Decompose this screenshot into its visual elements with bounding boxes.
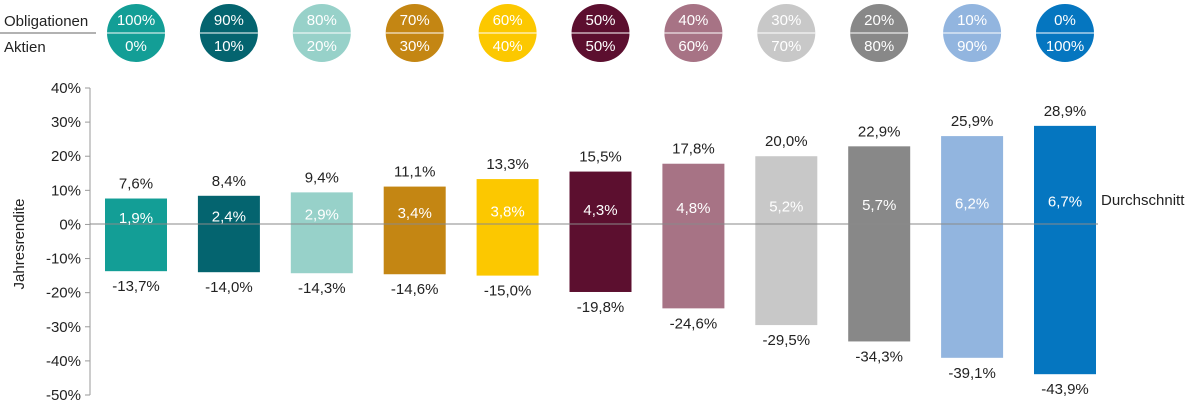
allocation-stocks-value: 70% xyxy=(771,38,801,55)
y-tick-label: -30% xyxy=(46,319,81,336)
value-labels: 7,6% 1,9% -13,7% 8,4% 2,4% -14,0% 9,4% 2,9% -14,… xyxy=(112,103,1089,398)
average-value-label: 2,9% xyxy=(305,207,339,224)
max-value-label: 25,9% xyxy=(951,113,994,130)
y-tick-label: 0% xyxy=(59,216,81,233)
average-value-label: 6,7% xyxy=(1048,194,1082,211)
max-value-label: 13,3% xyxy=(486,156,529,173)
max-value-label: 7,6% xyxy=(119,176,153,193)
min-value-label: -14,0% xyxy=(205,279,253,296)
bars-group xyxy=(105,125,1096,375)
max-value-label: 17,8% xyxy=(672,141,715,158)
y-tick-label: -50% xyxy=(46,387,81,404)
max-value-label: 28,9% xyxy=(1044,103,1087,120)
allocation-bonds-value: 50% xyxy=(585,12,615,29)
allocation-stocks-value: 60% xyxy=(678,38,708,55)
max-value-label: 8,4% xyxy=(212,173,246,190)
y-tick-label: -10% xyxy=(46,251,81,268)
allocation-bonds-value: 70% xyxy=(400,12,430,29)
max-value-label: 22,9% xyxy=(858,123,901,140)
y-tick-label: 30% xyxy=(51,114,81,131)
y-tick-label: 40% xyxy=(51,80,81,97)
range-bar xyxy=(1034,125,1096,375)
allocation-bonds-value: 80% xyxy=(307,12,337,29)
max-value-label: 9,4% xyxy=(305,169,339,186)
header-stocks-label: Aktien xyxy=(4,39,46,56)
range-bar xyxy=(290,192,353,274)
max-value-label: 15,5% xyxy=(579,149,622,166)
allocation-stocks-value: 0% xyxy=(125,38,147,55)
header-bonds-label: Obligationen xyxy=(4,13,88,30)
average-value-label: 3,4% xyxy=(398,205,432,222)
allocation-stocks-value: 100% xyxy=(1046,38,1084,55)
range-bar xyxy=(197,195,260,273)
average-value-label: 6,2% xyxy=(955,195,989,212)
min-value-label: -15,0% xyxy=(484,283,532,300)
range-bar xyxy=(755,156,818,326)
min-value-label: -29,5% xyxy=(763,332,811,349)
average-value-label: 2,4% xyxy=(212,208,246,225)
range-bar xyxy=(848,146,911,342)
allocation-bonds-value: 0% xyxy=(1054,12,1076,29)
allocation-bonds-value: 60% xyxy=(493,12,523,29)
range-bar xyxy=(383,186,446,275)
allocation-stocks-value: 20% xyxy=(307,38,337,55)
range-bar xyxy=(476,179,539,276)
average-value-label: 1,9% xyxy=(119,210,153,227)
range-bar xyxy=(941,136,1004,358)
min-value-label: -34,3% xyxy=(855,348,903,365)
allocation-stocks-value: 40% xyxy=(493,38,523,55)
allocation-bonds-value: 20% xyxy=(864,12,894,29)
y-axis-ticks: 40% 30% 20% 10% 0% -10% -20% -30% -40% -50% xyxy=(46,80,90,404)
allocation-bonds-value: 10% xyxy=(957,12,987,29)
allocation-stocks-value: 80% xyxy=(864,38,894,55)
max-value-label: 11,1% xyxy=(394,164,435,181)
allocation-circles: 100% 0% 90% 10% 80% 20% 70% 30% 60% 40% 50% 50% 40% 6… xyxy=(107,4,1094,62)
allocation-bonds-value: 100% xyxy=(117,12,155,29)
average-value-label: 3,8% xyxy=(490,203,524,220)
allocation-bonds-value: 40% xyxy=(678,12,708,29)
average-value-label: 4,3% xyxy=(583,202,617,219)
min-value-label: -14,3% xyxy=(298,280,346,297)
y-tick-label: 10% xyxy=(51,182,81,199)
allocation-bonds-value: 30% xyxy=(771,12,801,29)
allocation-stocks-value: 50% xyxy=(585,38,615,55)
allocation-stocks-value: 90% xyxy=(957,38,987,55)
min-value-label: -24,6% xyxy=(670,315,718,332)
range-bar xyxy=(662,163,725,309)
range-bar xyxy=(105,198,167,272)
allocation-bonds-value: 90% xyxy=(214,12,244,29)
min-value-label: -14,6% xyxy=(391,281,439,298)
min-value-label: -13,7% xyxy=(112,278,160,295)
min-value-label: -39,1% xyxy=(948,365,996,382)
y-tick-label: 20% xyxy=(51,148,81,165)
max-value-label: 20,0% xyxy=(765,133,808,150)
range-bar xyxy=(569,171,632,292)
y-tick-label: -20% xyxy=(46,285,81,302)
y-tick-label: -40% xyxy=(46,353,81,370)
allocation-stocks-value: 10% xyxy=(214,38,244,55)
average-value-label: 5,7% xyxy=(862,197,896,214)
min-value-label: -43,9% xyxy=(1041,381,1089,398)
allocation-stocks-value: 30% xyxy=(400,38,430,55)
min-value-label: -19,8% xyxy=(577,299,625,316)
y-axis-title: Jahresrendite xyxy=(11,199,28,290)
average-value-label: 5,2% xyxy=(769,199,803,216)
average-line-label: Durchschnitt xyxy=(1101,192,1185,209)
average-value-label: 4,8% xyxy=(676,200,710,217)
